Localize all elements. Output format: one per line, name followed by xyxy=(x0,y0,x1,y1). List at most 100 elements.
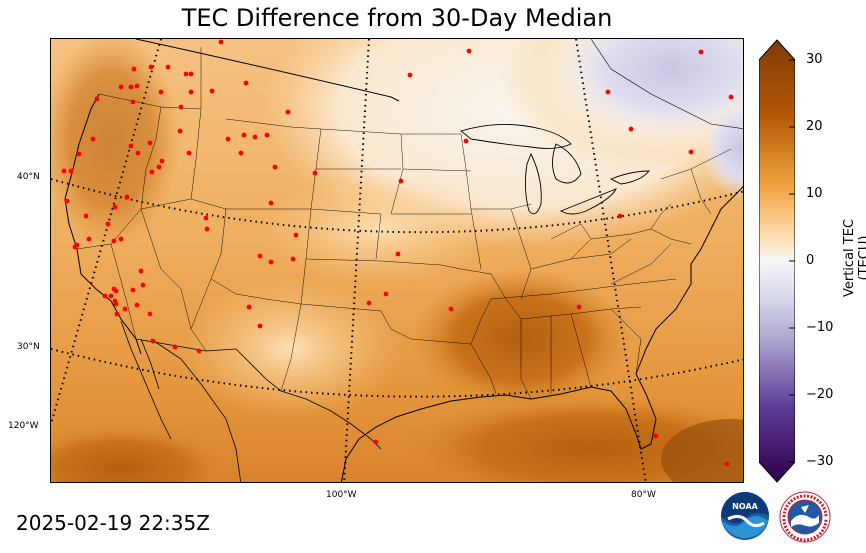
station-marker xyxy=(373,439,379,445)
station-marker xyxy=(252,134,258,140)
station-marker xyxy=(290,256,296,262)
station-marker xyxy=(576,304,582,310)
colorbar-tick-0: 0 xyxy=(806,253,815,268)
station-marker xyxy=(134,83,140,89)
station-marker xyxy=(149,169,155,175)
station-marker xyxy=(246,304,252,310)
station-marker xyxy=(150,338,156,344)
lat-label-30n: 30°N xyxy=(17,342,40,352)
lake-ontario xyxy=(609,170,650,185)
station-marker xyxy=(238,150,244,156)
station-marker xyxy=(156,164,162,170)
station-marker xyxy=(257,253,263,259)
station-marker xyxy=(264,132,270,138)
station-marker xyxy=(617,213,623,219)
station-marker xyxy=(448,306,454,312)
colorbar-tick-10: 10 xyxy=(806,186,823,201)
nws-logo xyxy=(779,491,831,543)
coast-gulf xyxy=(340,373,657,482)
station-marker xyxy=(118,84,124,90)
tec-field-light-plains xyxy=(261,174,501,284)
station-marker xyxy=(698,49,704,55)
tec-field-dark-west xyxy=(51,39,181,249)
colorbar-tick-neg20: −20 xyxy=(806,387,834,402)
station-marker xyxy=(165,64,171,70)
station-marker xyxy=(407,72,413,78)
tec-field-max xyxy=(661,419,743,482)
lake-erie xyxy=(559,188,617,215)
station-marker xyxy=(268,200,274,206)
station-marker xyxy=(130,287,136,293)
station-marker xyxy=(398,178,404,184)
station-marker xyxy=(140,282,146,288)
station-marker xyxy=(90,136,96,142)
station-marker xyxy=(188,89,194,95)
colorbar-tick-neg30: −30 xyxy=(806,454,834,469)
coast-mexico-west xyxy=(150,338,242,482)
station-marker xyxy=(366,300,372,306)
station-marker xyxy=(105,221,111,227)
colorbar-svg xyxy=(758,39,796,483)
station-marker xyxy=(605,89,611,95)
station-marker xyxy=(177,128,183,134)
station-marker xyxy=(138,268,144,274)
station-marker xyxy=(76,151,82,157)
station-marker xyxy=(108,293,114,299)
coast-atlantic xyxy=(635,185,743,375)
station-marker xyxy=(159,158,165,164)
station-marker xyxy=(61,168,67,174)
colorbar xyxy=(758,38,796,484)
tec-field-negative xyxy=(551,39,743,139)
page-title: TEC Difference from 30-Day Median xyxy=(181,4,613,32)
station-marker xyxy=(68,168,74,174)
state-boundaries xyxy=(76,47,732,400)
lat-label-40n: 40°N xyxy=(17,172,40,182)
station-marker xyxy=(463,138,469,144)
tec-map-canvas xyxy=(51,39,743,482)
station-markers xyxy=(61,39,734,467)
station-marker xyxy=(111,238,117,244)
station-marker xyxy=(653,433,659,439)
station-marker xyxy=(83,213,89,219)
station-marker xyxy=(148,64,154,70)
station-marker xyxy=(285,109,291,115)
station-marker xyxy=(124,194,130,200)
station-marker xyxy=(243,80,249,86)
tec-map xyxy=(50,38,744,483)
station-marker xyxy=(118,236,124,242)
station-marker xyxy=(128,84,134,90)
station-marker xyxy=(186,150,192,156)
station-marker xyxy=(203,215,209,221)
tec-field-light-sw xyxy=(181,279,401,419)
station-marker xyxy=(114,311,120,317)
station-marker xyxy=(64,198,70,204)
svg-text:NOAA: NOAA xyxy=(732,502,758,511)
station-marker xyxy=(86,236,92,242)
station-marker xyxy=(395,251,401,257)
station-marker xyxy=(134,302,140,308)
timestamp: 2025-02-19 22:35Z xyxy=(16,511,210,535)
station-marker xyxy=(130,99,136,105)
colorbar-tick-30: 30 xyxy=(806,52,823,67)
station-marker xyxy=(466,48,472,54)
station-marker xyxy=(122,306,128,312)
station-marker xyxy=(293,232,299,238)
station-marker xyxy=(131,66,137,72)
station-marker xyxy=(94,96,100,102)
station-marker xyxy=(204,226,210,232)
station-marker xyxy=(113,288,119,294)
station-marker xyxy=(728,94,734,100)
noaa-logo: NOAA xyxy=(720,491,770,541)
station-marker xyxy=(113,301,119,307)
station-marker xyxy=(196,348,202,354)
lake-huron xyxy=(552,143,582,184)
lake-michigan xyxy=(524,152,542,215)
station-marker xyxy=(628,126,634,132)
station-marker xyxy=(102,293,108,299)
coast-baja xyxy=(120,320,172,440)
lon-label-120w: 120°W xyxy=(8,421,39,431)
colorbar-tick-20: 20 xyxy=(806,119,823,134)
graticule xyxy=(51,39,743,482)
station-marker xyxy=(383,291,389,297)
lon-label-80w: 80°W xyxy=(631,490,656,500)
